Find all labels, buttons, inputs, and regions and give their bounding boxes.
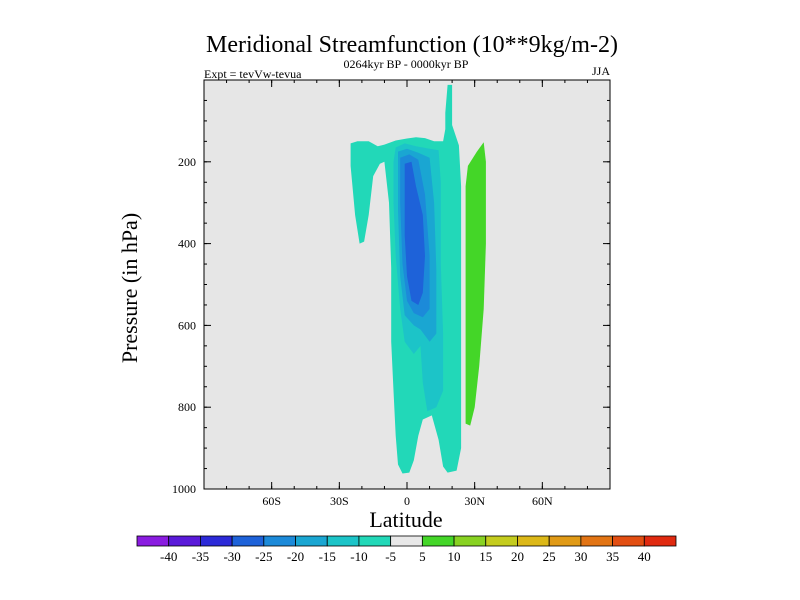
colorbar-label: 15 bbox=[479, 549, 492, 564]
colorbar: -40 -35 -30 -25 -20 -15 -10 -5 5 10 15 20 25 30 35 40 bbox=[136, 535, 677, 564]
colorbar-label: 25 bbox=[543, 549, 556, 564]
colorbar-label: -35 bbox=[192, 549, 209, 564]
colorbar-label: -10 bbox=[350, 549, 367, 564]
colorbar-swatch bbox=[200, 535, 233, 547]
colorbar-label: -30 bbox=[223, 549, 240, 564]
season-annotation: JJA bbox=[592, 64, 610, 78]
experiment-annotation: Expt = tevVw-tevua bbox=[204, 67, 302, 81]
colorbar-label: -15 bbox=[319, 549, 336, 564]
colorbar-label: -25 bbox=[255, 549, 272, 564]
x-axis-label: Latitude bbox=[369, 507, 442, 532]
y-tick-label: 600 bbox=[178, 318, 196, 332]
colorbar-swatch bbox=[517, 535, 550, 547]
x-tick-label: 30N bbox=[464, 494, 485, 508]
colorbar-swatch bbox=[263, 535, 296, 547]
colorbar-swatch bbox=[421, 535, 455, 547]
y-tick-label: 200 bbox=[178, 155, 196, 169]
x-tick-label: 60S bbox=[262, 494, 281, 508]
y-tick-label: 1000 bbox=[172, 482, 196, 496]
colorbar-swatch bbox=[612, 535, 645, 547]
colorbar-label: -20 bbox=[287, 549, 304, 564]
colorbar-label: 30 bbox=[574, 549, 587, 564]
colorbar-label: 10 bbox=[448, 549, 461, 564]
colorbar-swatch bbox=[453, 535, 487, 547]
x-tick-label: 0 bbox=[404, 494, 410, 508]
contour-regions bbox=[350, 84, 486, 474]
contour-region-neg25 bbox=[404, 161, 425, 305]
contour-region-5 bbox=[465, 142, 486, 426]
x-tick-label: 30S bbox=[330, 494, 349, 508]
colorbar-swatch bbox=[548, 535, 582, 547]
colorbar-swatch bbox=[295, 535, 328, 547]
colorbar-swatch bbox=[136, 535, 170, 547]
x-tick-label: 60N bbox=[532, 494, 553, 508]
colorbar-swatch bbox=[580, 535, 613, 547]
y-tick-label: 800 bbox=[178, 400, 196, 414]
colorbar-swatch bbox=[168, 535, 201, 547]
colorbar-label: 35 bbox=[606, 549, 619, 564]
colorbar-swatch bbox=[326, 535, 360, 547]
colorbar-swatch bbox=[390, 535, 423, 547]
chart-title: Meridional Streamfunction (10**9kg/m-2) bbox=[206, 32, 618, 58]
y-tick-label: 400 bbox=[178, 237, 196, 251]
colorbar-swatch bbox=[358, 535, 392, 547]
chart-subtitle: 0264kyr BP - 0000kyr BP bbox=[344, 57, 469, 71]
colorbar-swatch bbox=[485, 535, 518, 547]
colorbar-label: -40 bbox=[160, 549, 177, 564]
colorbar-swatch bbox=[643, 535, 677, 547]
colorbar-label: -5 bbox=[385, 549, 396, 564]
axis-ticks: 60S 30S 0 30N 60N 200 400 600 800 1000 bbox=[172, 79, 611, 508]
y-axis-label: Pressure (in hPa) bbox=[117, 213, 142, 363]
colorbar-swatch bbox=[231, 535, 265, 547]
colorbar-label: 20 bbox=[511, 549, 524, 564]
colorbar-label: 5 bbox=[419, 549, 426, 564]
colorbar-label: 40 bbox=[638, 549, 651, 564]
